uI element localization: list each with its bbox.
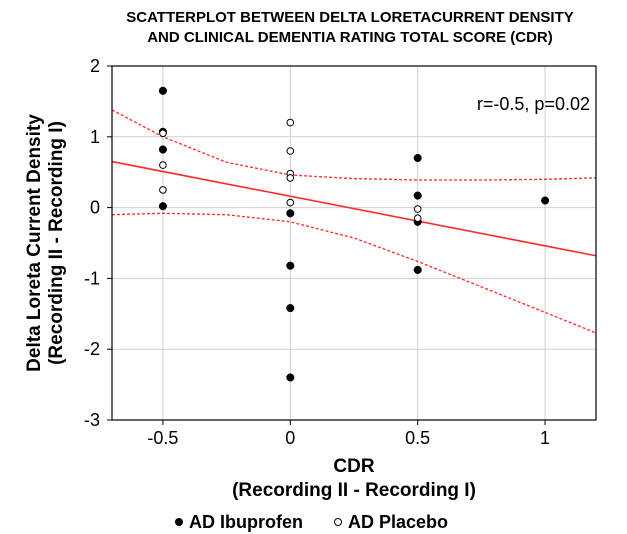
y-axis-label: Delta Loreta Current Density xyxy=(24,114,45,372)
ibuprofen-point xyxy=(541,196,550,205)
placebo-point xyxy=(286,147,295,155)
placebo-point xyxy=(413,205,422,213)
x-axis-label: CDR xyxy=(333,456,374,477)
legend: AD Ibuprofen AD Placebo xyxy=(175,512,448,532)
placebo-point xyxy=(159,129,167,138)
placebo-point xyxy=(286,174,295,182)
data-points xyxy=(158,86,550,382)
y-tick-label: 2 xyxy=(90,56,100,76)
regression-line xyxy=(111,160,597,257)
y-tick-label: 0 xyxy=(90,198,100,218)
confidence-band xyxy=(111,109,597,334)
ibuprofen-point xyxy=(286,373,295,382)
ibuprofen-point xyxy=(413,265,422,274)
placebo-point xyxy=(159,161,167,169)
placebo-point xyxy=(286,198,295,207)
ibuprofen-point xyxy=(286,209,295,218)
legend-label-ibuprofen: AD Ibuprofen xyxy=(189,512,303,532)
plot-area xyxy=(112,66,596,420)
axis-ticks: -0.5 0 0.5 1 2 1 0 -1 -2 -3 xyxy=(84,56,550,448)
y-tick-label: -3 xyxy=(84,410,100,430)
y-tick-label: 1 xyxy=(90,127,100,147)
x-tick-label: 0.5 xyxy=(405,428,430,448)
ibuprofen-point xyxy=(158,145,167,154)
x-axis-sublabel: (Recording II - Recording I) xyxy=(232,480,476,501)
x-tick-label: -0.5 xyxy=(147,428,178,448)
ibuprofen-point xyxy=(158,202,167,211)
ibuprofen-point xyxy=(413,191,422,200)
chart-title: SCATTERPLOT BETWEEN DELTA LORETACURRENT … xyxy=(126,9,574,26)
legend-marker-placebo xyxy=(334,518,342,526)
y-tick-label: -1 xyxy=(84,268,100,288)
placebo-point xyxy=(286,118,295,127)
ibuprofen-point xyxy=(413,153,422,163)
y-tick-label: -2 xyxy=(84,339,100,359)
ibuprofen-point xyxy=(158,86,167,95)
y-axis-sublabel: (Recording II - Recording I) xyxy=(46,121,67,365)
placebo-point xyxy=(159,186,167,194)
correlation-annotation: r=-0.5, p=0.02 xyxy=(477,94,590,114)
chart-subtitle: AND CLINICAL DEMENTIA RATING TOTAL SCORE… xyxy=(147,29,553,46)
x-tick-label: 0 xyxy=(285,428,295,448)
legend-label-placebo: AD Placebo xyxy=(348,512,448,532)
confidence-upper-line xyxy=(111,109,597,181)
plot-frame xyxy=(111,65,597,421)
confidence-lower-line xyxy=(111,212,597,334)
x-tick-label: 1 xyxy=(540,428,550,448)
legend-marker-ibuprofen xyxy=(175,518,183,526)
ibuprofen-point xyxy=(286,261,295,270)
placebo-point xyxy=(413,214,422,222)
ibuprofen-point xyxy=(286,304,295,313)
regression-fit xyxy=(111,160,597,257)
